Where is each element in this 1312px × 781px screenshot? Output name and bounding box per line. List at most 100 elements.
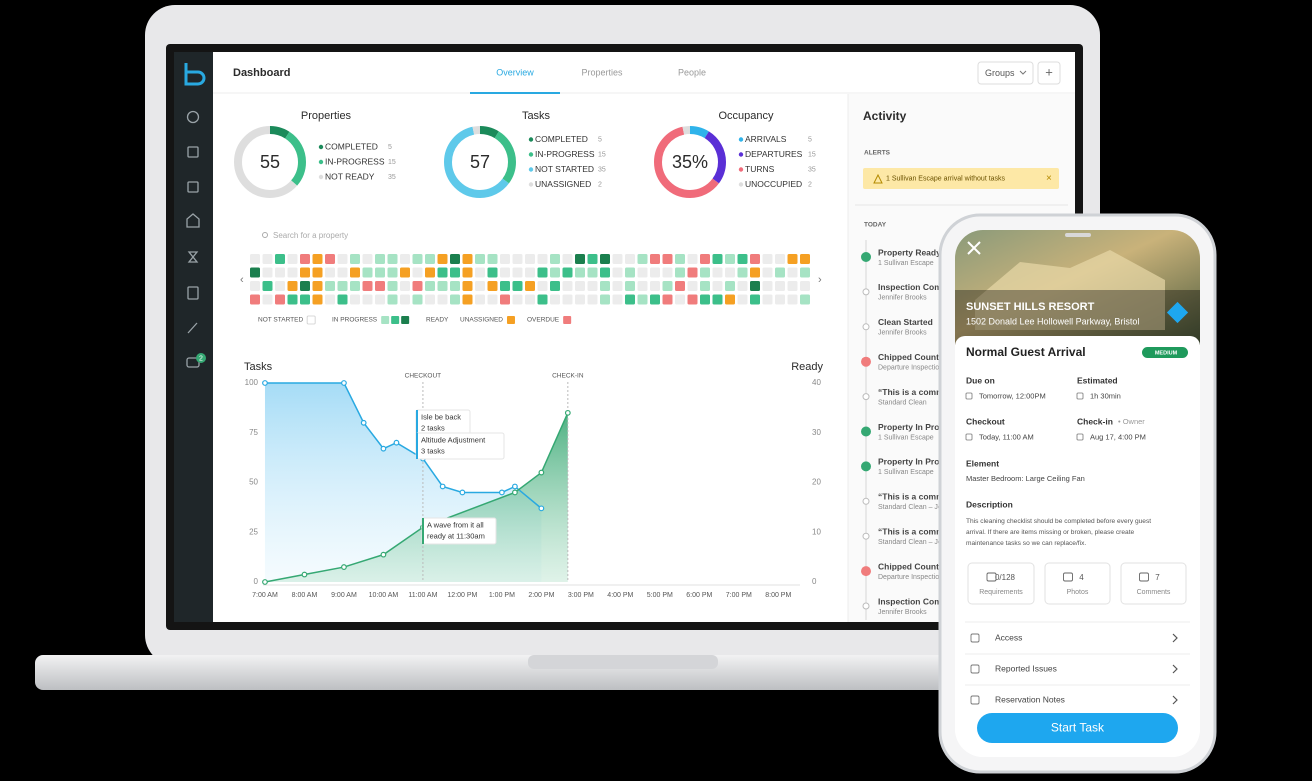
activity-title-text[interactable]: “This is a comment” [878, 387, 961, 397]
property-cell[interactable] [287, 294, 298, 305]
property-cell[interactable] [537, 281, 548, 291]
property-cell[interactable] [300, 294, 310, 305]
property-cell[interactable] [675, 267, 685, 278]
property-cell[interactable] [675, 254, 685, 264]
property-cell[interactable] [462, 254, 473, 264]
property-cell[interactable] [687, 254, 698, 264]
property-cell[interactable] [612, 254, 623, 264]
stat-box[interactable] [967, 562, 1035, 605]
tab[interactable]: People [678, 67, 706, 77]
property-cell[interactable] [387, 281, 398, 291]
property-cell[interactable] [775, 294, 785, 305]
property-cell[interactable] [787, 294, 798, 305]
activity-title-text[interactable]: Property In Progress [878, 457, 962, 467]
property-cell[interactable] [525, 281, 535, 291]
property-cell[interactable] [550, 267, 560, 278]
property-cell[interactable] [725, 254, 735, 264]
close-icon[interactable] [967, 241, 981, 255]
property-cell[interactable] [337, 254, 348, 264]
property-cell[interactable] [725, 294, 735, 305]
property-cell[interactable] [462, 281, 473, 291]
property-cell[interactable] [512, 281, 523, 291]
icon-tasks[interactable] [187, 146, 199, 158]
property-cell[interactable] [337, 294, 348, 305]
property-cell[interactable] [700, 254, 710, 264]
property-cell[interactable] [387, 294, 398, 305]
property-cell[interactable] [662, 267, 673, 278]
activity-title-text[interactable]: Property Ready [878, 247, 941, 257]
property-cell[interactable] [525, 254, 535, 264]
property-cell[interactable] [725, 281, 735, 291]
property-cell[interactable] [487, 267, 498, 278]
property-cell[interactable] [500, 281, 510, 291]
property-cell[interactable] [662, 281, 673, 291]
alert-dismiss[interactable]: × [1046, 173, 1052, 184]
property-cell[interactable] [512, 254, 523, 264]
property-cell[interactable] [425, 267, 435, 278]
property-cell[interactable] [650, 254, 660, 264]
property-cell[interactable] [412, 294, 423, 305]
stat-box[interactable] [1120, 562, 1187, 605]
property-cell[interactable] [725, 267, 735, 278]
menu-item[interactable]: Access [995, 632, 1022, 642]
property-cell[interactable] [537, 294, 548, 305]
property-cell[interactable] [750, 281, 760, 291]
property-cell[interactable] [562, 267, 573, 278]
property-cell[interactable] [750, 267, 760, 278]
property-cell[interactable] [600, 281, 610, 291]
property-cell[interactable] [337, 281, 348, 291]
property-cell[interactable] [425, 281, 435, 291]
property-cell[interactable] [500, 294, 510, 305]
property-cell[interactable] [450, 294, 460, 305]
property-cell[interactable] [550, 281, 560, 291]
property-cell[interactable] [762, 267, 773, 278]
property-cell[interactable] [312, 294, 323, 305]
property-cell[interactable] [600, 294, 610, 305]
property-cell[interactable] [762, 294, 773, 305]
property-cell[interactable] [575, 254, 585, 264]
property-cell[interactable] [475, 294, 485, 305]
property-cell[interactable] [587, 254, 598, 264]
property-cell[interactable] [737, 267, 748, 278]
property-cell[interactable] [800, 267, 810, 278]
property-cell[interactable] [350, 267, 360, 278]
property-cell[interactable] [562, 254, 573, 264]
activity-title-text[interactable]: “This is a comment” [878, 492, 961, 502]
property-cell[interactable] [362, 281, 373, 291]
property-cell[interactable] [262, 294, 273, 305]
activity-title-text[interactable]: “This is a comment” [878, 526, 961, 536]
property-cell[interactable] [700, 294, 710, 305]
property-cell[interactable] [312, 281, 323, 291]
property-cell[interactable] [312, 254, 323, 264]
property-cell[interactable] [562, 281, 573, 291]
property-cell[interactable] [637, 254, 648, 264]
property-cell[interactable] [562, 294, 573, 305]
property-cell[interactable] [362, 267, 373, 278]
add-button[interactable] [1037, 61, 1061, 85]
property-cell[interactable] [250, 254, 260, 264]
property-cell[interactable] [775, 267, 785, 278]
grid-prev[interactable]: ‹ [240, 274, 244, 286]
property-cell[interactable] [537, 254, 548, 264]
property-cell[interactable] [350, 294, 360, 305]
property-cell[interactable] [400, 281, 410, 291]
property-cell[interactable] [487, 281, 498, 291]
property-cell[interactable] [525, 294, 535, 305]
property-cell[interactable] [400, 294, 410, 305]
property-cell[interactable] [750, 294, 760, 305]
property-cell[interactable] [262, 281, 273, 291]
property-cell[interactable] [375, 267, 385, 278]
property-cell[interactable] [300, 254, 310, 264]
property-cell[interactable] [450, 267, 460, 278]
property-cell[interactable] [450, 281, 460, 291]
property-cell[interactable] [362, 254, 373, 264]
property-cell[interactable] [325, 267, 335, 278]
property-cell[interactable] [275, 281, 285, 291]
icon-wrench[interactable] [187, 322, 198, 334]
property-cell[interactable] [775, 281, 785, 291]
property-cell[interactable] [462, 294, 473, 305]
tab[interactable]: Overview [496, 67, 534, 77]
property-cell[interactable] [387, 254, 398, 264]
property-cell[interactable] [487, 294, 498, 305]
property-cell[interactable] [412, 281, 423, 291]
